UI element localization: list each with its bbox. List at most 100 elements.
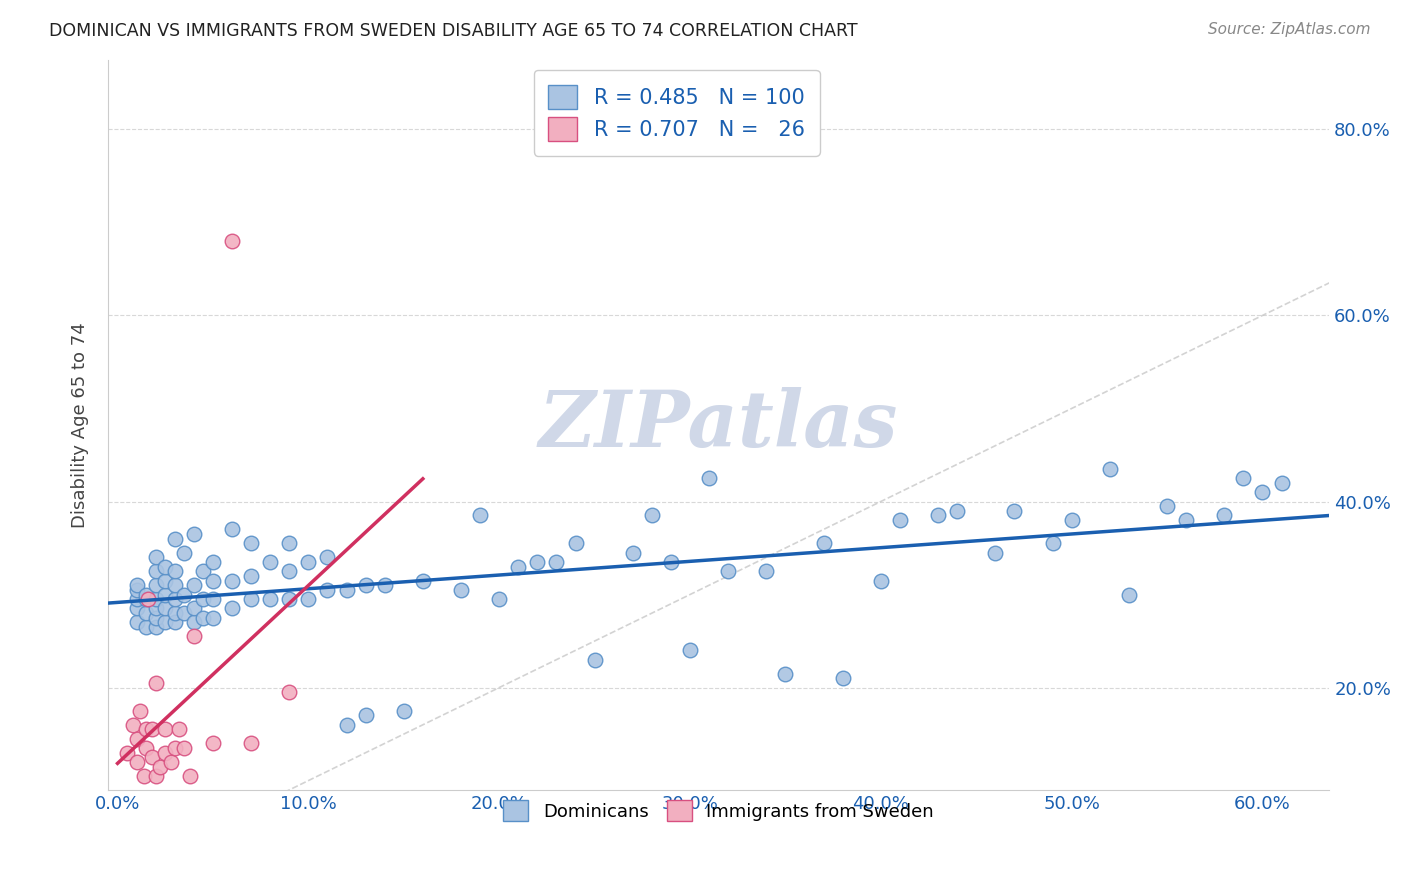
Point bbox=[564, 536, 586, 550]
Point bbox=[717, 564, 740, 578]
Point bbox=[297, 555, 319, 569]
Point bbox=[889, 513, 911, 527]
Point bbox=[392, 704, 415, 718]
Point bbox=[1175, 513, 1198, 527]
Point bbox=[201, 611, 224, 625]
Point bbox=[374, 578, 396, 592]
Point bbox=[546, 555, 568, 569]
Point bbox=[183, 629, 205, 643]
Point bbox=[412, 574, 434, 588]
Point bbox=[335, 718, 357, 732]
Point bbox=[1270, 475, 1292, 490]
Point bbox=[173, 546, 195, 560]
Point bbox=[135, 606, 157, 620]
Point bbox=[125, 601, 148, 615]
Point bbox=[179, 769, 201, 783]
Point bbox=[134, 769, 156, 783]
Point bbox=[145, 592, 167, 607]
Point bbox=[183, 615, 205, 630]
Point bbox=[526, 555, 548, 569]
Point bbox=[125, 578, 148, 592]
Point bbox=[813, 536, 835, 550]
Text: DOMINICAN VS IMMIGRANTS FROM SWEDEN DISABILITY AGE 65 TO 74 CORRELATION CHART: DOMINICAN VS IMMIGRANTS FROM SWEDEN DISA… bbox=[49, 22, 858, 40]
Point bbox=[335, 582, 357, 597]
Legend: Dominicans, Immigrants from Sweden: Dominicans, Immigrants from Sweden bbox=[489, 786, 949, 836]
Point bbox=[167, 723, 190, 737]
Point bbox=[115, 746, 138, 760]
Point bbox=[450, 582, 472, 597]
Point bbox=[240, 736, 263, 750]
Point bbox=[1251, 485, 1274, 500]
Point bbox=[221, 523, 243, 537]
Point bbox=[508, 559, 530, 574]
Point bbox=[145, 620, 167, 634]
Point bbox=[148, 759, 170, 773]
Point bbox=[193, 611, 215, 625]
Point bbox=[145, 601, 167, 615]
Point bbox=[121, 718, 143, 732]
Point bbox=[583, 653, 606, 667]
Point bbox=[163, 615, 186, 630]
Point bbox=[145, 550, 167, 565]
Point bbox=[125, 582, 148, 597]
Point bbox=[1098, 462, 1121, 476]
Point bbox=[946, 504, 969, 518]
Point bbox=[259, 592, 281, 607]
Point bbox=[697, 471, 720, 485]
Point bbox=[869, 574, 891, 588]
Point bbox=[240, 592, 263, 607]
Point bbox=[354, 708, 377, 723]
Point bbox=[927, 508, 949, 523]
Point bbox=[221, 574, 243, 588]
Point bbox=[155, 723, 177, 737]
Point bbox=[125, 755, 148, 769]
Point bbox=[1042, 536, 1064, 550]
Text: ZIPatlas: ZIPatlas bbox=[538, 386, 898, 463]
Point bbox=[135, 592, 157, 607]
Point bbox=[135, 620, 157, 634]
Point bbox=[201, 555, 224, 569]
Point bbox=[135, 741, 157, 756]
Point bbox=[129, 704, 152, 718]
Point bbox=[125, 731, 148, 746]
Point bbox=[125, 592, 148, 607]
Point bbox=[221, 234, 243, 248]
Point bbox=[155, 615, 177, 630]
Point bbox=[278, 685, 301, 699]
Point bbox=[125, 615, 148, 630]
Point bbox=[1060, 513, 1083, 527]
Point bbox=[163, 564, 186, 578]
Point bbox=[135, 723, 157, 737]
Point bbox=[679, 643, 702, 657]
Point bbox=[163, 532, 186, 546]
Point bbox=[183, 527, 205, 541]
Point bbox=[141, 750, 163, 764]
Point bbox=[155, 601, 177, 615]
Point bbox=[145, 676, 167, 690]
Point bbox=[316, 582, 339, 597]
Point bbox=[163, 606, 186, 620]
Point bbox=[659, 555, 682, 569]
Point bbox=[354, 578, 377, 592]
Point bbox=[1213, 508, 1236, 523]
Point bbox=[183, 601, 205, 615]
Point bbox=[297, 592, 319, 607]
Point bbox=[163, 578, 186, 592]
Point bbox=[316, 550, 339, 565]
Point bbox=[160, 755, 183, 769]
Point bbox=[1118, 588, 1140, 602]
Point bbox=[278, 536, 301, 550]
Point bbox=[641, 508, 664, 523]
Point bbox=[135, 588, 157, 602]
Point bbox=[155, 746, 177, 760]
Point bbox=[173, 588, 195, 602]
Point bbox=[755, 564, 778, 578]
Text: Source: ZipAtlas.com: Source: ZipAtlas.com bbox=[1208, 22, 1371, 37]
Point bbox=[173, 606, 195, 620]
Point bbox=[163, 592, 186, 607]
Point bbox=[145, 578, 167, 592]
Point bbox=[145, 769, 167, 783]
Point bbox=[145, 564, 167, 578]
Point bbox=[155, 574, 177, 588]
Point bbox=[259, 555, 281, 569]
